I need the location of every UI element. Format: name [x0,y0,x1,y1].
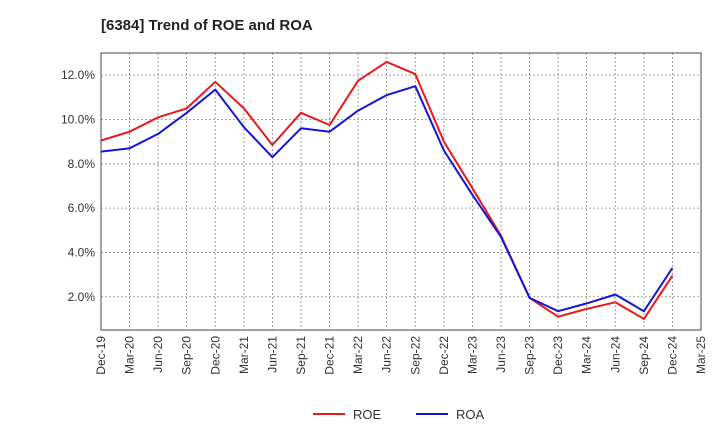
series-line-roa [100,85,674,313]
x-tick-label: Dec-22 [437,336,451,375]
legend-label-roa: ROA [456,407,485,422]
x-tick-label: Jun-23 [494,336,508,373]
y-tick-label: 6.0% [68,201,96,215]
series-lines [100,60,674,320]
plot-frame [100,52,702,331]
x-tick-label: Dec-19 [94,336,108,375]
x-tick-label: Mar-23 [465,336,479,374]
y-tick-label: 10.0% [61,112,95,126]
legend-label-roe: ROE [353,407,382,422]
x-tick-label: Mar-21 [237,336,251,374]
x-tick-label: Mar-25 [694,336,708,374]
x-tick-label: Sep-23 [523,336,537,375]
x-tick-label: Dec-21 [323,336,337,375]
x-tick-label: Mar-24 [580,336,594,374]
x-tick-label: Jun-24 [608,336,622,373]
chart-title: [6384] Trend of ROE and ROA [101,17,313,34]
x-tick-label: Sep-24 [637,336,651,375]
y-tick-label: 12.0% [61,68,95,82]
x-tick-label: Sep-20 [180,336,194,375]
x-tick-label: Dec-23 [551,336,565,375]
x-tick-label: Jun-21 [265,336,279,373]
x-tick-label: Mar-20 [123,336,137,374]
y-tick-label: 8.0% [68,157,96,171]
x-tick-label: Sep-21 [294,336,308,375]
grid-lines [101,53,701,330]
x-tick-label: Jun-20 [151,336,165,373]
x-tick-label: Dec-24 [665,336,679,375]
series-line-roe [100,60,674,320]
x-tick-label: Jun-22 [380,336,394,373]
y-tick-label: 2.0% [68,290,96,304]
x-tick-label: Sep-22 [408,336,422,375]
axes: 2.0% 4.0% 6.0% 8.0% 10.0% 12.0% Dec-19 Mar-20 Ju… [61,52,708,375]
y-tick-label: 4.0% [68,245,96,259]
legend: ROE ROA [313,407,485,422]
x-tick-label: Mar-22 [351,336,365,374]
x-tick-label: Dec-20 [208,336,222,375]
